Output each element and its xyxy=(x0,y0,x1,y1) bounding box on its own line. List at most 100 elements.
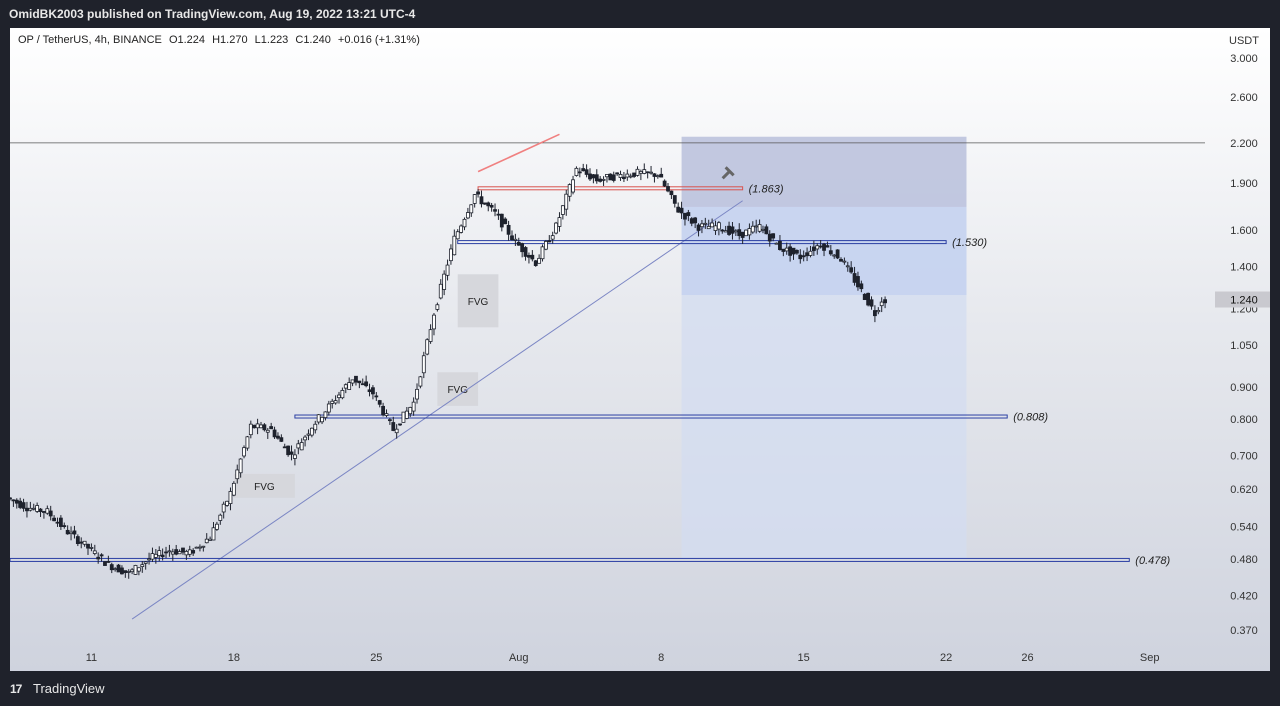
price-chart[interactable]: FVG FVG FVG (0.478) (0.808) (1.530) (1.863) USD… xyxy=(10,28,1270,671)
candle-body xyxy=(381,405,385,416)
candle-body xyxy=(296,443,301,449)
candle-body xyxy=(299,442,304,451)
candle-body xyxy=(231,482,236,496)
tradingview-brand[interactable]: TradingView xyxy=(33,681,105,696)
y-tick-label: 2.200 xyxy=(1230,138,1258,150)
candle-body xyxy=(103,561,107,566)
tradingview-logo-icon[interactable]: 17 xyxy=(10,682,22,696)
candle-body xyxy=(472,194,477,204)
candle-body xyxy=(58,517,63,527)
candle-body xyxy=(394,428,399,434)
candle-body xyxy=(35,505,40,512)
level-label: (1.530) xyxy=(952,237,987,249)
candle-body xyxy=(862,293,867,301)
candle-body xyxy=(347,382,352,390)
fvg-label: FVG xyxy=(468,297,489,308)
candle-body xyxy=(645,171,650,174)
published-text: OmidBK2003 published on TradingView.com,… xyxy=(9,7,416,21)
candle-body xyxy=(96,556,101,560)
level-line xyxy=(10,557,1130,562)
trendline xyxy=(131,200,743,620)
candle-body xyxy=(499,213,504,228)
candle-body xyxy=(425,339,430,355)
candle-body xyxy=(625,173,630,178)
candle-body xyxy=(757,224,762,232)
candle-body xyxy=(764,226,769,235)
candle-body xyxy=(343,384,348,389)
level-line xyxy=(477,186,744,191)
candle-body xyxy=(767,233,772,242)
hammer-icon xyxy=(721,166,735,180)
candle-body xyxy=(109,564,114,571)
candle-body xyxy=(245,436,250,449)
y-tick-label: 0.480 xyxy=(1230,554,1258,566)
candle-body xyxy=(503,218,508,225)
candle-body xyxy=(716,222,721,230)
candle-body xyxy=(506,224,511,235)
candle-body xyxy=(537,257,542,264)
candle-body xyxy=(282,446,287,449)
candle-body xyxy=(320,416,324,423)
candle-body xyxy=(86,543,90,549)
candle-body xyxy=(116,564,121,573)
candle-body xyxy=(428,329,433,342)
candle-body xyxy=(574,167,579,176)
candle-body xyxy=(181,547,185,553)
candle-body xyxy=(584,169,589,175)
candle-body xyxy=(113,568,118,571)
candle-body xyxy=(496,213,501,216)
candle-body xyxy=(750,225,755,233)
candle-body xyxy=(55,521,60,524)
candle-body xyxy=(571,179,575,193)
candle-body xyxy=(38,508,43,513)
candle-body xyxy=(418,376,423,387)
candle-body xyxy=(635,168,640,176)
candle-body xyxy=(201,545,206,548)
candle-body xyxy=(703,222,708,225)
candle-body xyxy=(859,283,864,290)
candle-body xyxy=(679,207,684,214)
candle-body xyxy=(706,226,711,230)
candle-body xyxy=(215,523,219,530)
y-tick-label: 2.600 xyxy=(1230,92,1258,104)
candle-body xyxy=(235,469,240,480)
candle-body xyxy=(815,245,820,250)
candle-body xyxy=(259,424,263,429)
fvg-label: FVG xyxy=(254,482,275,493)
candle-body xyxy=(10,497,12,500)
candle-body xyxy=(557,217,562,227)
candle-body xyxy=(869,299,874,307)
candle-body xyxy=(170,551,175,555)
candle-body xyxy=(133,565,138,575)
change-value: +0.016 (+1.31%) xyxy=(337,34,420,46)
candle-body xyxy=(594,174,599,182)
candle-body xyxy=(442,273,447,290)
candle-body xyxy=(262,424,267,431)
candle-body xyxy=(303,436,307,441)
candle-body xyxy=(791,247,796,255)
candle-body xyxy=(822,243,826,251)
candle-body xyxy=(177,551,182,555)
candle-body xyxy=(761,228,765,231)
candle-body xyxy=(191,550,196,554)
candle-body xyxy=(265,429,270,433)
candle-body xyxy=(733,230,738,233)
candle-body xyxy=(79,541,84,544)
candle-body xyxy=(611,174,616,181)
symbol-name[interactable]: OP / TetherUS, 4h, BINANCE xyxy=(18,34,162,46)
candle-body xyxy=(642,169,647,174)
candle-body xyxy=(866,292,871,306)
chart-area[interactable]: FVG FVG FVG (0.478) (0.808) (1.530) (1.863) USD… xyxy=(10,28,1270,671)
candle-body xyxy=(164,551,168,554)
candle-body xyxy=(811,246,816,252)
y-tick-label: 0.700 xyxy=(1230,451,1258,463)
candle-body xyxy=(533,260,538,266)
candle-body xyxy=(415,388,419,400)
candle-body xyxy=(845,265,850,268)
x-tick-label: 25 xyxy=(370,652,382,664)
candle-body xyxy=(465,212,470,219)
candle-body xyxy=(204,538,209,544)
candle-body xyxy=(856,276,860,288)
candle-body xyxy=(387,419,392,422)
fvg-box xyxy=(437,372,479,406)
